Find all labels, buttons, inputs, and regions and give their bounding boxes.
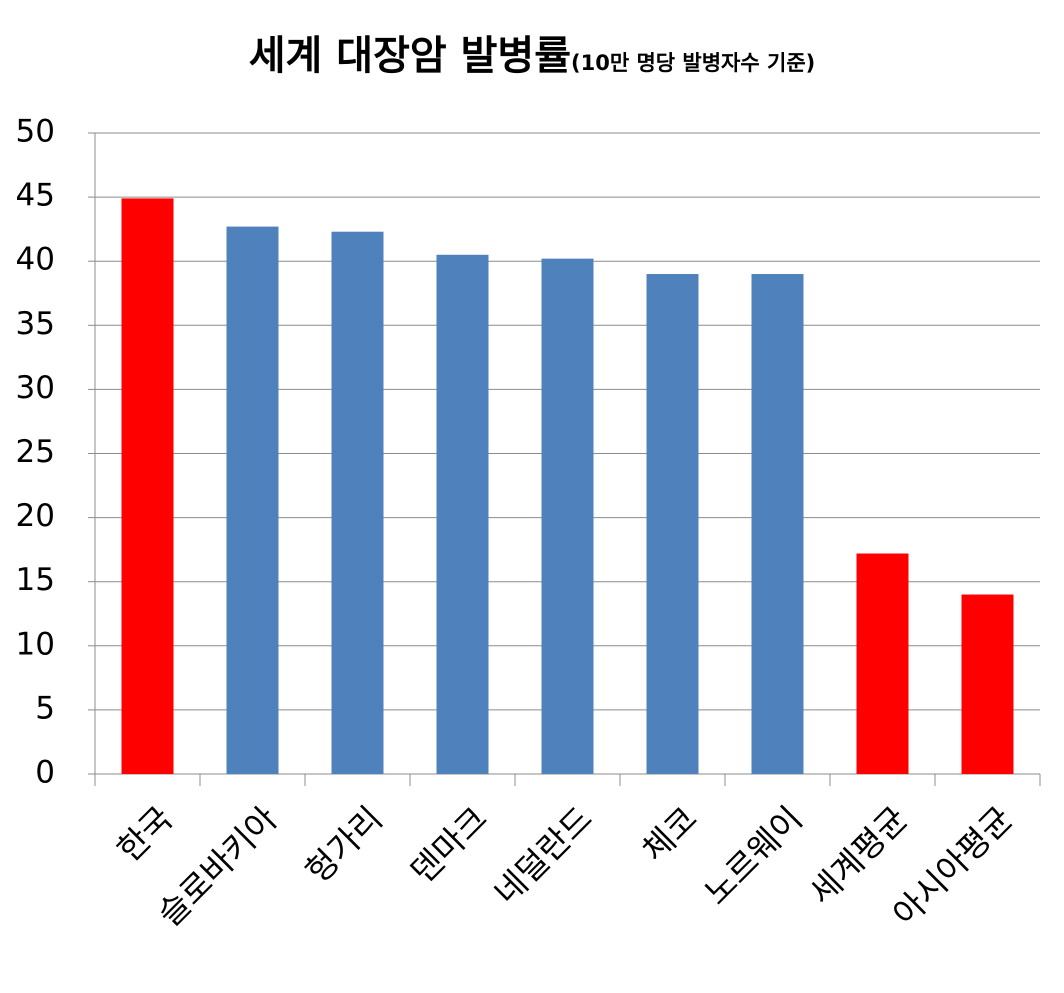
y-tick-label: 5 — [35, 690, 55, 726]
y-tick-label: 30 — [16, 370, 55, 406]
y-tick-label: 0 — [35, 755, 55, 791]
chart-title: 세계 대장암 발병률 — [249, 33, 571, 79]
bar — [226, 226, 279, 774]
y-tick-label: 50 — [16, 114, 55, 150]
bar — [856, 553, 909, 774]
y-tick-label: 40 — [16, 242, 55, 278]
x-tick-label: 노르웨이 — [696, 799, 809, 912]
bar — [646, 274, 699, 774]
y-tick-label: 45 — [16, 178, 55, 214]
bar — [331, 231, 384, 775]
bar — [436, 254, 489, 775]
x-tick-label: 체코 — [634, 799, 705, 870]
x-tick-label: 덴마크 — [403, 799, 495, 891]
bar — [751, 274, 804, 774]
y-tick-label: 35 — [16, 306, 55, 342]
y-tick-label: 20 — [16, 498, 55, 534]
chart-title-group: 세계 대장암 발병률(10만 명당 발병자수 기준) — [249, 33, 816, 79]
x-tick-label: 한국 — [109, 799, 180, 870]
x-tick-label: 네덜란드 — [486, 799, 599, 912]
bar — [961, 594, 1014, 774]
chart-subtitle: (10만 명당 발병자수 기준) — [571, 51, 815, 75]
bar — [541, 258, 594, 774]
x-tick-label: 헝가리 — [298, 799, 390, 891]
bar — [121, 198, 174, 774]
y-tick-label: 25 — [16, 434, 55, 470]
y-tick-label: 10 — [16, 626, 55, 662]
y-tick-label: 15 — [16, 562, 55, 598]
